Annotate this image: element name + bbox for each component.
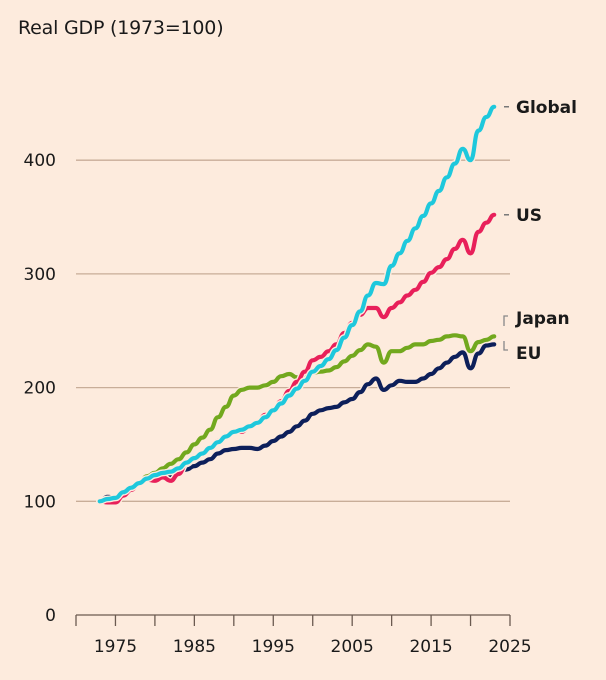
- series-line-us: [97, 212, 497, 505]
- label-connector: [503, 341, 508, 351]
- series-line-global: [97, 104, 497, 504]
- x-tick-label: 2015: [409, 637, 452, 657]
- y-tick-label: 200: [24, 379, 56, 399]
- series-label-global: Global: [516, 98, 577, 118]
- series-lines: [96, 103, 498, 506]
- series-halo-us: [96, 211, 498, 506]
- series-halo-global: [96, 103, 498, 505]
- x-axis: 1975 1985 1995 2005 2015 2025: [75, 614, 532, 657]
- chart-title: Real GDP (1973=100): [18, 17, 224, 39]
- series-label-eu: EU: [516, 344, 541, 364]
- y-tick-label: 100: [24, 492, 56, 512]
- x-tick-label: 2005: [331, 637, 374, 657]
- x-tick-label: 1975: [94, 637, 137, 657]
- y-tick-label: 400: [24, 151, 56, 171]
- x-tick-label: 1995: [252, 637, 295, 657]
- series-labels: Global US Japan EU: [503, 98, 577, 364]
- y-tick-label: 0: [45, 606, 56, 626]
- gridlines: [76, 159, 510, 502]
- series-label-japan: Japan: [515, 309, 570, 329]
- y-tick-label: 300: [24, 265, 56, 285]
- y-axis: 0 100 200 300 400: [24, 151, 56, 626]
- x-tick-label: 1985: [173, 637, 216, 657]
- label-connector: [503, 315, 508, 326]
- x-tick-label: 2025: [488, 637, 531, 657]
- series-label-us: US: [516, 206, 542, 226]
